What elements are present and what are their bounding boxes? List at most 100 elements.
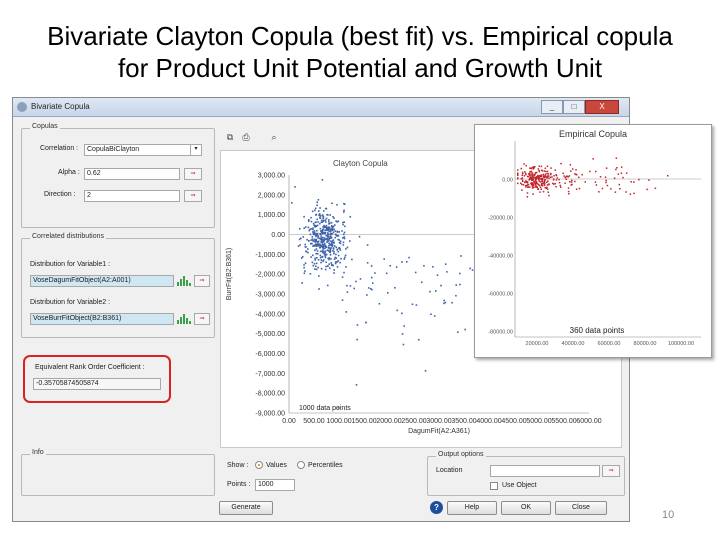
inset-data-point — [544, 175, 546, 177]
inset-data-point — [529, 176, 531, 179]
alpha-pick-button[interactable]: ⇒ — [184, 168, 202, 180]
data-point — [317, 198, 320, 201]
percentiles-option-label: Percentiles — [308, 462, 343, 469]
print-icon[interactable]: ⎙ — [242, 132, 250, 142]
help-icon[interactable]: ? — [430, 501, 443, 514]
data-point — [323, 250, 325, 253]
data-point — [321, 238, 323, 241]
data-point — [369, 288, 372, 290]
data-point — [324, 221, 327, 223]
data-point — [328, 242, 330, 245]
values-radio[interactable] — [255, 461, 263, 469]
data-point — [331, 241, 334, 243]
data-point — [343, 203, 346, 206]
inset-data-point — [565, 178, 568, 181]
data-point — [311, 261, 314, 264]
data-point — [414, 271, 417, 274]
inset-data-point — [625, 172, 628, 174]
data-point — [316, 229, 318, 232]
percentiles-radio[interactable] — [297, 461, 305, 469]
data-point — [334, 262, 337, 265]
data-point — [338, 241, 341, 244]
data-point — [338, 239, 341, 241]
x-axis-label: DagumFit(A2:A361) — [408, 428, 470, 435]
inset-data-point — [543, 170, 546, 172]
data-point — [329, 232, 332, 234]
data-point — [401, 261, 403, 263]
close-button[interactable]: Close — [555, 501, 607, 515]
correlation-select[interactable]: CopulaBiClayton ▾ — [84, 144, 202, 156]
minimize-button[interactable]: _ — [541, 100, 563, 114]
chevron-down-icon[interactable]: ▾ — [190, 145, 201, 155]
use-object-checkbox[interactable] — [490, 482, 498, 490]
data-point — [323, 242, 326, 245]
inset-data-point — [541, 184, 544, 187]
points-input[interactable]: 1000 — [255, 479, 295, 491]
variable1-input[interactable]: VoseDagumFitObject(A2:A001) — [30, 275, 174, 287]
data-point — [317, 210, 320, 212]
variable2-input[interactable]: VoseBurrFitObject(B2:B361) — [30, 313, 174, 325]
window-title: Bivariate Copula — [31, 102, 90, 111]
inset-data-point — [565, 175, 568, 178]
inset-data-point — [525, 186, 527, 188]
generate-button[interactable]: Generate — [219, 501, 273, 515]
inset-data-point — [592, 158, 594, 160]
inset-data-point — [542, 190, 545, 193]
data-point — [314, 244, 317, 246]
data-point — [342, 233, 345, 236]
distribution-chart-icon[interactable] — [176, 275, 192, 287]
inset-data-point — [574, 180, 576, 183]
data-point — [318, 243, 321, 245]
copy-icon[interactable]: ⧉ — [226, 132, 234, 142]
data-point — [343, 271, 345, 274]
close-window-button[interactable]: X — [585, 100, 619, 114]
data-point — [321, 243, 324, 246]
data-point — [333, 228, 335, 231]
window-titlebar[interactable]: Bivariate Copula _ □ X — [13, 98, 629, 117]
data-point — [424, 369, 427, 372]
data-point — [311, 210, 314, 213]
rank-coefficient-value[interactable]: -0.35705874505874 — [33, 378, 161, 390]
data-point — [330, 229, 332, 231]
data-point — [325, 227, 328, 230]
inset-data-point — [531, 172, 533, 174]
data-point — [434, 290, 437, 292]
data-point — [417, 338, 420, 341]
data-point — [328, 237, 331, 240]
variable1-pick-button[interactable]: ⇒ — [194, 275, 210, 287]
maximize-button[interactable]: □ — [563, 100, 585, 114]
direction-pick-button[interactable]: ⇒ — [184, 190, 202, 202]
data-point — [331, 243, 334, 246]
inset-data-point — [629, 193, 632, 195]
variable2-pick-button[interactable]: ⇒ — [194, 313, 210, 325]
data-point — [343, 237, 346, 240]
location-pick-button[interactable]: ⇒ — [602, 465, 620, 477]
data-point — [433, 315, 436, 317]
help-button[interactable]: Help — [447, 501, 497, 515]
zoom-icon[interactable]: ⌕ — [271, 132, 277, 142]
data-point — [316, 201, 319, 204]
data-point — [337, 235, 340, 237]
inset-data-point — [547, 175, 550, 177]
inset-data-point — [541, 170, 544, 172]
direction-input[interactable]: 2 — [84, 190, 180, 202]
data-point — [459, 272, 461, 275]
location-input[interactable] — [490, 465, 600, 477]
data-point — [330, 221, 333, 224]
ok-button[interactable]: OK — [501, 501, 551, 515]
data-point — [328, 226, 330, 229]
inset-data-point — [532, 184, 535, 187]
data-point — [342, 221, 344, 224]
inset-data-point — [535, 171, 537, 174]
inset-data-point — [570, 170, 572, 172]
inset-data-point — [537, 174, 539, 177]
distribution-chart-icon[interactable] — [176, 313, 192, 325]
data-point — [356, 324, 359, 326]
page-number: 10 — [662, 509, 675, 521]
inset-data-point — [571, 168, 574, 170]
data-point — [344, 254, 347, 257]
data-point — [319, 215, 322, 217]
data-point — [304, 262, 307, 265]
alpha-input[interactable]: 0.62 — [84, 168, 180, 180]
data-point — [314, 221, 317, 224]
